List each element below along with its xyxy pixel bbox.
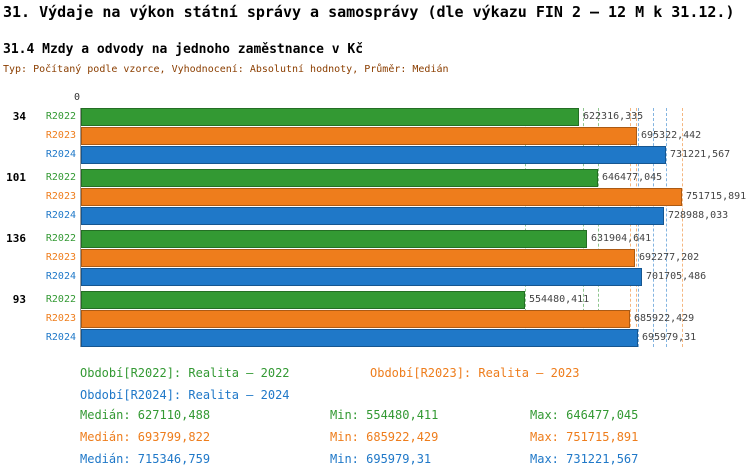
bar-value-label: 631904,641 — [591, 233, 652, 244]
bar-r2024 — [81, 329, 638, 347]
stat-max-r2022: Max: 646477,045 — [530, 408, 639, 422]
series-label: R2022 — [45, 172, 76, 183]
r2022-median-marker-line — [583, 108, 584, 347]
group-label: 136 — [6, 232, 26, 245]
stat-median-r2024: Medián: 715346,759 — [80, 452, 211, 466]
axis-zero-label: 0 — [73, 92, 80, 103]
bar-value-label: 695979,31 — [642, 332, 697, 343]
bar-value-label: 646477,045 — [602, 172, 663, 183]
series-label: R2023 — [45, 252, 76, 263]
bar-r2023 — [81, 127, 637, 145]
report-meta: Typ: Počítaný podle vzorce, Vyhodnocení:… — [3, 64, 449, 75]
bar-value-label: 695322,442 — [641, 130, 702, 141]
r2022-min-marker-line — [525, 108, 526, 347]
r2023-median-marker-line — [636, 108, 637, 347]
bar-r2022 — [81, 108, 579, 126]
bar-r2022 — [81, 230, 587, 248]
stat-median-r2023: Medián: 693799,822 — [80, 430, 211, 444]
bar-r2024 — [81, 207, 664, 225]
bar-value-label: 692277,202 — [639, 252, 700, 263]
series-label: R2022 — [45, 233, 76, 244]
bar-chart: 0 34 R2022 622316,335 R2023 695322,442 R2024 7… — [0, 90, 750, 360]
r2023-min-marker-line — [630, 108, 631, 347]
bar-value-label: 701705,486 — [646, 271, 707, 282]
bar-r2023 — [81, 188, 682, 206]
series-label: R2023 — [45, 130, 76, 141]
bar-r2023 — [81, 249, 635, 267]
group-label: 101 — [6, 171, 26, 184]
stat-min-r2022: Min: 554480,411 — [330, 408, 439, 422]
bar-r2022 — [81, 291, 525, 309]
bar-value-label: 622316,335 — [583, 111, 644, 122]
legend-item-r2024: Období[R2024]: Realita – 2024 — [80, 388, 290, 402]
report-subtitle: 31.4 Mzdy a odvody na jednoho zaměstnanc… — [3, 42, 364, 57]
series-label: R2022 — [45, 111, 76, 122]
bar-value-label: 731221,567 — [670, 149, 731, 160]
r2024-min-marker-line — [638, 108, 639, 347]
bar-r2022 — [81, 169, 598, 187]
stat-min-r2024: Min: 695979,31 — [330, 452, 432, 466]
series-label: R2023 — [45, 313, 76, 324]
legend-item-r2023: Období[R2023]: Realita – 2023 — [370, 366, 580, 380]
series-label: R2022 — [45, 294, 76, 305]
x-axis-zero-line — [80, 108, 81, 347]
series-label: R2024 — [45, 210, 76, 221]
series-label: R2024 — [45, 149, 76, 160]
r2024-median-marker-line — [653, 108, 654, 347]
bar-r2024 — [81, 146, 666, 164]
stat-max-r2024: Max: 731221,567 — [530, 452, 639, 466]
bar-r2023 — [81, 310, 630, 328]
group-label: 93 — [12, 293, 26, 306]
series-label: R2024 — [45, 271, 76, 282]
stat-max-r2023: Max: 751715,891 — [530, 430, 639, 444]
report-title: 31. Výdaje na výkon státní správy a samo… — [3, 3, 735, 21]
series-label: R2023 — [45, 191, 76, 202]
bar-value-label: 554480,411 — [529, 294, 590, 305]
group-label: 34 — [12, 110, 26, 123]
legend-item-r2022: Období[R2022]: Realita – 2022 — [80, 366, 290, 380]
r2024-max-marker-line — [666, 108, 667, 347]
stat-min-r2023: Min: 685922,429 — [330, 430, 439, 444]
series-label: R2024 — [45, 332, 76, 343]
r2023-max-marker-line — [682, 108, 683, 347]
stat-median-r2022: Medián: 627110,488 — [80, 408, 211, 422]
r2022-max-marker-line — [598, 108, 599, 347]
bar-value-label: 728988,033 — [668, 210, 729, 221]
bar-value-label: 685922,429 — [634, 313, 695, 324]
bar-value-label: 751715,891 — [686, 191, 747, 202]
bar-r2024 — [81, 268, 642, 286]
